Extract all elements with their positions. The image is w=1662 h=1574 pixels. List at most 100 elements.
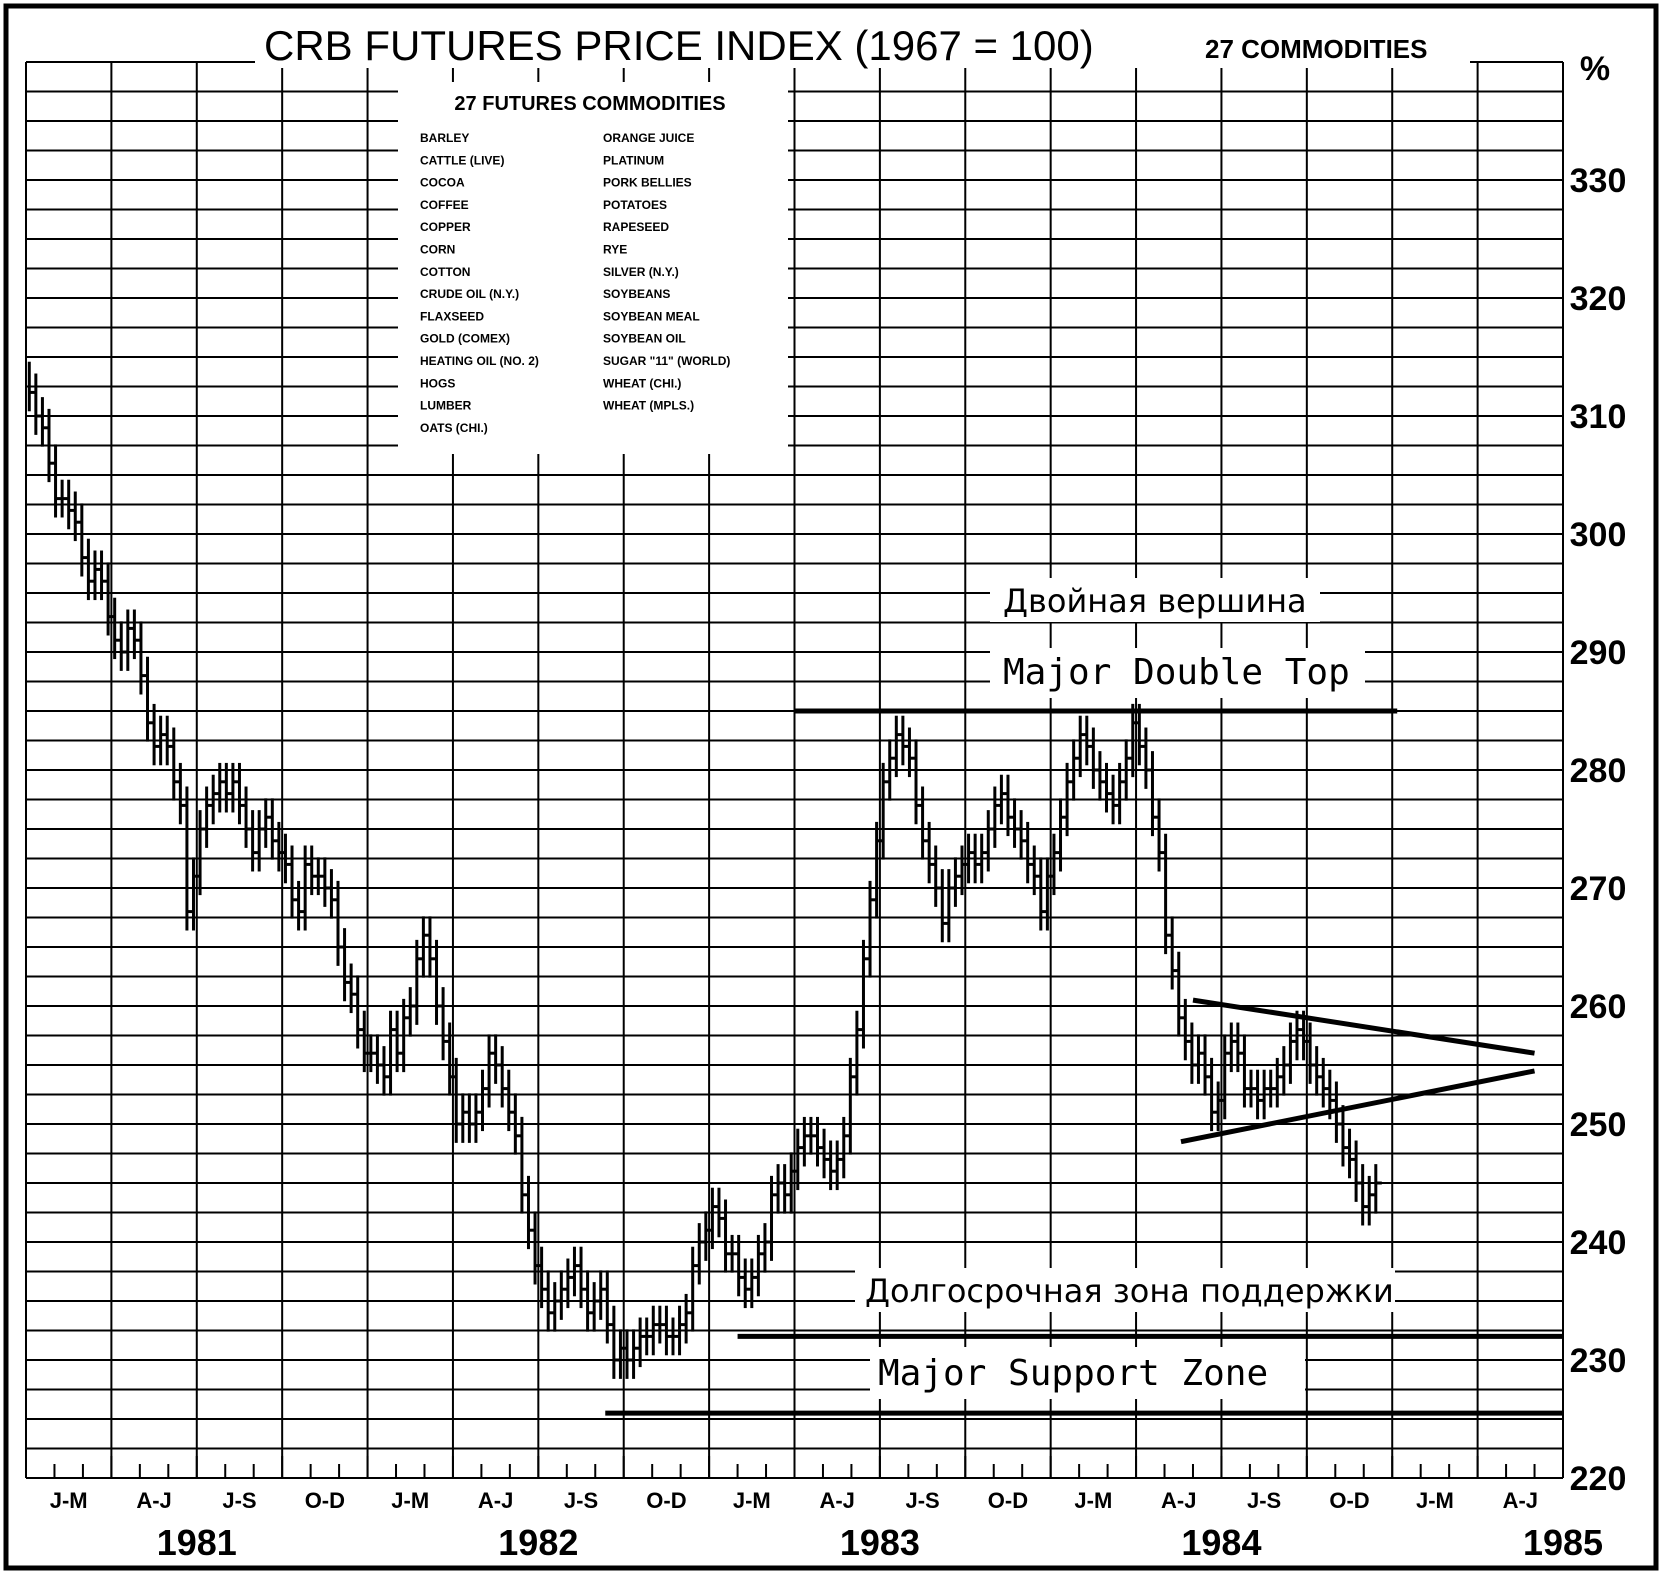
- price-bar: [494, 1034, 502, 1084]
- price-bar: [1242, 1034, 1251, 1108]
- price-bar: [73, 491, 82, 542]
- price-bar: [566, 1258, 574, 1309]
- year-label: 1982: [498, 1522, 578, 1563]
- price-bar: [80, 503, 88, 577]
- price-bar: [533, 1211, 542, 1285]
- price-bar: [579, 1246, 588, 1309]
- price-bar: [343, 928, 351, 1002]
- price-bar: [1150, 751, 1159, 837]
- price-bar: [349, 963, 358, 1014]
- price-bar: [1111, 774, 1120, 825]
- x-tick-label: J-M: [391, 1488, 429, 1513]
- price-bar: [369, 1034, 377, 1073]
- price-bar: [100, 550, 108, 601]
- price-bar: [1374, 1164, 1382, 1214]
- y-tick-label: 290: [1570, 634, 1627, 672]
- price-bar: [1288, 1022, 1297, 1084]
- price-bar: [277, 821, 285, 872]
- legend-item: FLAXSEED: [420, 309, 484, 323]
- price-bar: [1118, 762, 1126, 825]
- price-bar: [658, 1305, 666, 1344]
- price-bar: [1072, 739, 1080, 801]
- legend-title: 27 FUTURES COMMODITIES: [454, 93, 725, 115]
- price-bar: [520, 1116, 528, 1214]
- price-bar: [362, 1010, 371, 1073]
- price-bar: [474, 1093, 482, 1143]
- x-tick-label: O-D: [305, 1488, 345, 1513]
- price-bar: [1190, 1022, 1198, 1084]
- price-bar: [1308, 1022, 1317, 1084]
- price-bar: [54, 444, 62, 518]
- price-bar: [664, 1305, 673, 1356]
- price-bar: [1059, 798, 1067, 872]
- legend-item: PLATINUM: [603, 153, 664, 167]
- legend-item: SOYBEANS: [603, 287, 670, 301]
- x-tick-label: J-S: [564, 1488, 598, 1513]
- price-bar: [27, 361, 36, 412]
- price-bar: [1367, 1175, 1376, 1226]
- annotation-double-top: Двойная вершина Major Double Top: [990, 578, 1365, 698]
- price-bar: [993, 786, 1001, 848]
- legend-item: CORN: [420, 243, 455, 257]
- price-bar: [467, 1093, 476, 1143]
- price-bar: [645, 1317, 653, 1356]
- y-tick-label: 280: [1570, 752, 1627, 790]
- price-bar: [914, 739, 923, 825]
- x-tick-label: A-J: [819, 1488, 854, 1513]
- outer-frame: [3, 3, 1659, 1571]
- price-bar: [86, 538, 95, 601]
- price-bar: [132, 609, 141, 660]
- price-bar: [191, 857, 200, 931]
- x-tick-label: J-M: [50, 1488, 88, 1513]
- price-bar: [1052, 833, 1060, 896]
- year-labels: 1981 1982 1983 1984 1985: [157, 1522, 1603, 1563]
- legend-item: CRUDE OIL (N.Y.): [420, 287, 519, 301]
- price-bar: [1321, 1057, 1330, 1108]
- x-tick-label: O-D: [1329, 1488, 1369, 1513]
- price-bar: [599, 1270, 607, 1320]
- price-bar: [973, 833, 982, 884]
- y-tick-label: 230: [1570, 1342, 1627, 1380]
- price-bar: [310, 845, 318, 896]
- price-bar: [835, 1140, 844, 1191]
- price-bar: [211, 774, 220, 825]
- price-bar: [1164, 833, 1172, 955]
- price-bar: [40, 397, 49, 447]
- price-bar: [776, 1164, 785, 1214]
- y-tick-label: 320: [1570, 280, 1627, 318]
- price-bar: [1223, 1034, 1231, 1120]
- price-bar: [159, 715, 167, 766]
- legend-item: OATS (CHI.): [420, 421, 488, 435]
- price-bar: [487, 1034, 496, 1108]
- x-tick-label: J-S: [905, 1488, 939, 1513]
- legend-item: HOGS: [420, 376, 455, 390]
- price-bar: [717, 1187, 725, 1238]
- price-bar: [671, 1317, 679, 1356]
- price-bar: [178, 762, 187, 825]
- y-tick-label: 220: [1570, 1460, 1627, 1498]
- y-tick-labels: 220 230 240 250 260 270 280 290 300 310 320 330: [1570, 162, 1627, 1498]
- price-bar: [829, 1140, 837, 1191]
- price-bar: [454, 1057, 463, 1143]
- price-bar: [375, 1034, 384, 1084]
- price-bar: [1282, 1046, 1290, 1096]
- price-bar: [415, 939, 423, 1025]
- price-bar: [894, 715, 903, 778]
- price-bar: [907, 727, 916, 778]
- price-bar: [1137, 703, 1146, 766]
- price-bar: [1131, 703, 1139, 778]
- price-bar: [678, 1305, 686, 1356]
- price-bar: [513, 1093, 522, 1155]
- price-bar: [1144, 727, 1152, 789]
- price-bar: [389, 1010, 397, 1096]
- legend-item: SUGAR "11" (WORLD): [603, 354, 730, 368]
- legend-item: SOYBEAN OIL: [603, 332, 686, 346]
- price-bar: [1045, 857, 1054, 931]
- price-bar: [435, 939, 443, 1025]
- price-bar: [1341, 1105, 1349, 1167]
- price-bar: [802, 1116, 811, 1167]
- price-bar: [1275, 1057, 1284, 1108]
- price-bar: [730, 1234, 739, 1273]
- legend-item: RYE: [603, 243, 627, 257]
- price-bar: [1006, 774, 1014, 837]
